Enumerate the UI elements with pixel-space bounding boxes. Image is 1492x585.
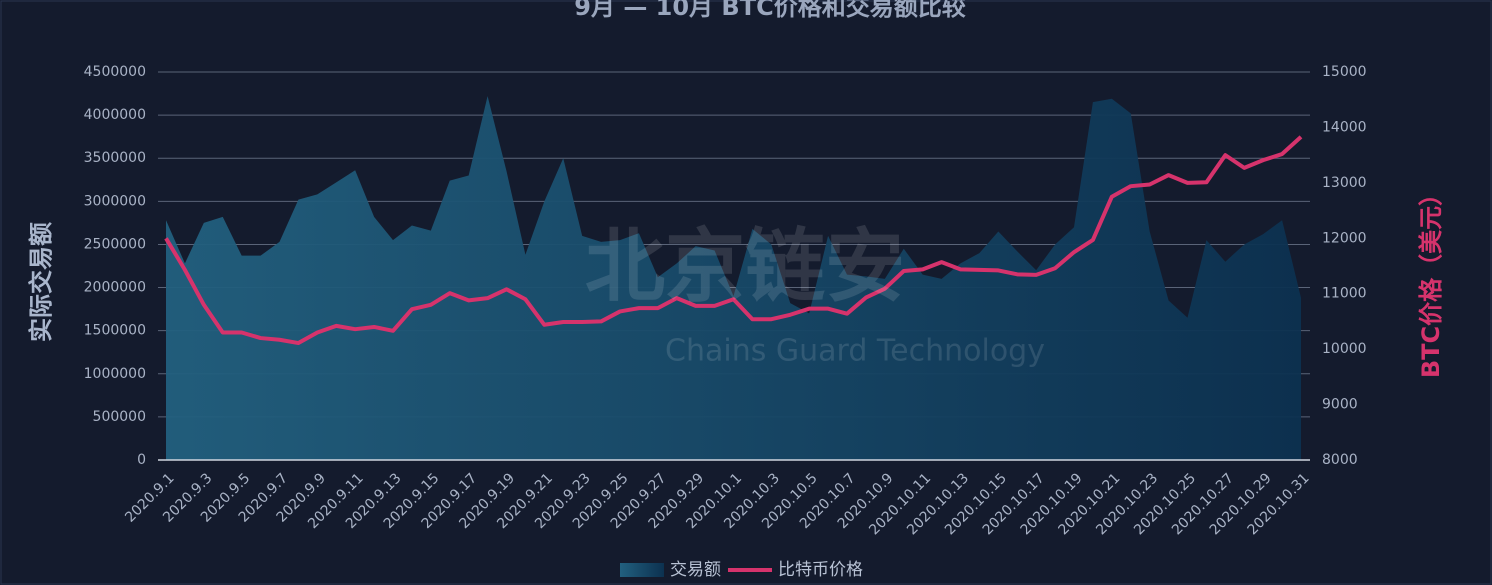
y-tick-label: 4000000 — [84, 107, 146, 123]
y-tick-label: 500000 — [93, 409, 146, 425]
y2-tick-label: 11000 — [1322, 286, 1367, 302]
y2-axis-label: BTC价格（美元） — [1417, 182, 1445, 378]
y-tick-label: 2500000 — [84, 236, 146, 252]
y-tick-label: 3500000 — [84, 150, 146, 166]
y-axis-label: 实际交易额 — [27, 222, 55, 342]
y2-tick-label: 10000 — [1322, 341, 1367, 357]
legend-label: 交易额 — [670, 560, 721, 580]
y2-tick-label: 8000 — [1322, 452, 1358, 468]
legend-swatch — [620, 563, 664, 577]
area — [166, 96, 1301, 461]
legend: 交易额 比特币价格 — [620, 560, 863, 580]
y2-tick-label: 9000 — [1322, 397, 1358, 413]
y2-tick-label: 13000 — [1322, 175, 1367, 191]
y-tick-label: 0 — [137, 452, 146, 468]
y-tick-label: 1500000 — [84, 323, 146, 339]
chart-title: 9月 — 10月 BTC价格和交易额比较 — [574, 0, 965, 21]
watermark-subtitle: Chains Guard Technology — [665, 334, 1045, 369]
line — [164, 135, 1303, 346]
y-tick-label: 2000000 — [84, 280, 146, 296]
legend-label: 比特币价格 — [778, 560, 863, 580]
y-tick-label: 1000000 — [84, 366, 146, 382]
y2-tick-label: 15000 — [1322, 64, 1367, 80]
y2-tick-label: 12000 — [1322, 230, 1367, 246]
y2-tick-label: 14000 — [1322, 119, 1367, 135]
watermark: 北京链安 — [585, 220, 905, 313]
y-tick-label: 3000000 — [84, 193, 146, 209]
y-tick-label: 4500000 — [84, 64, 146, 80]
